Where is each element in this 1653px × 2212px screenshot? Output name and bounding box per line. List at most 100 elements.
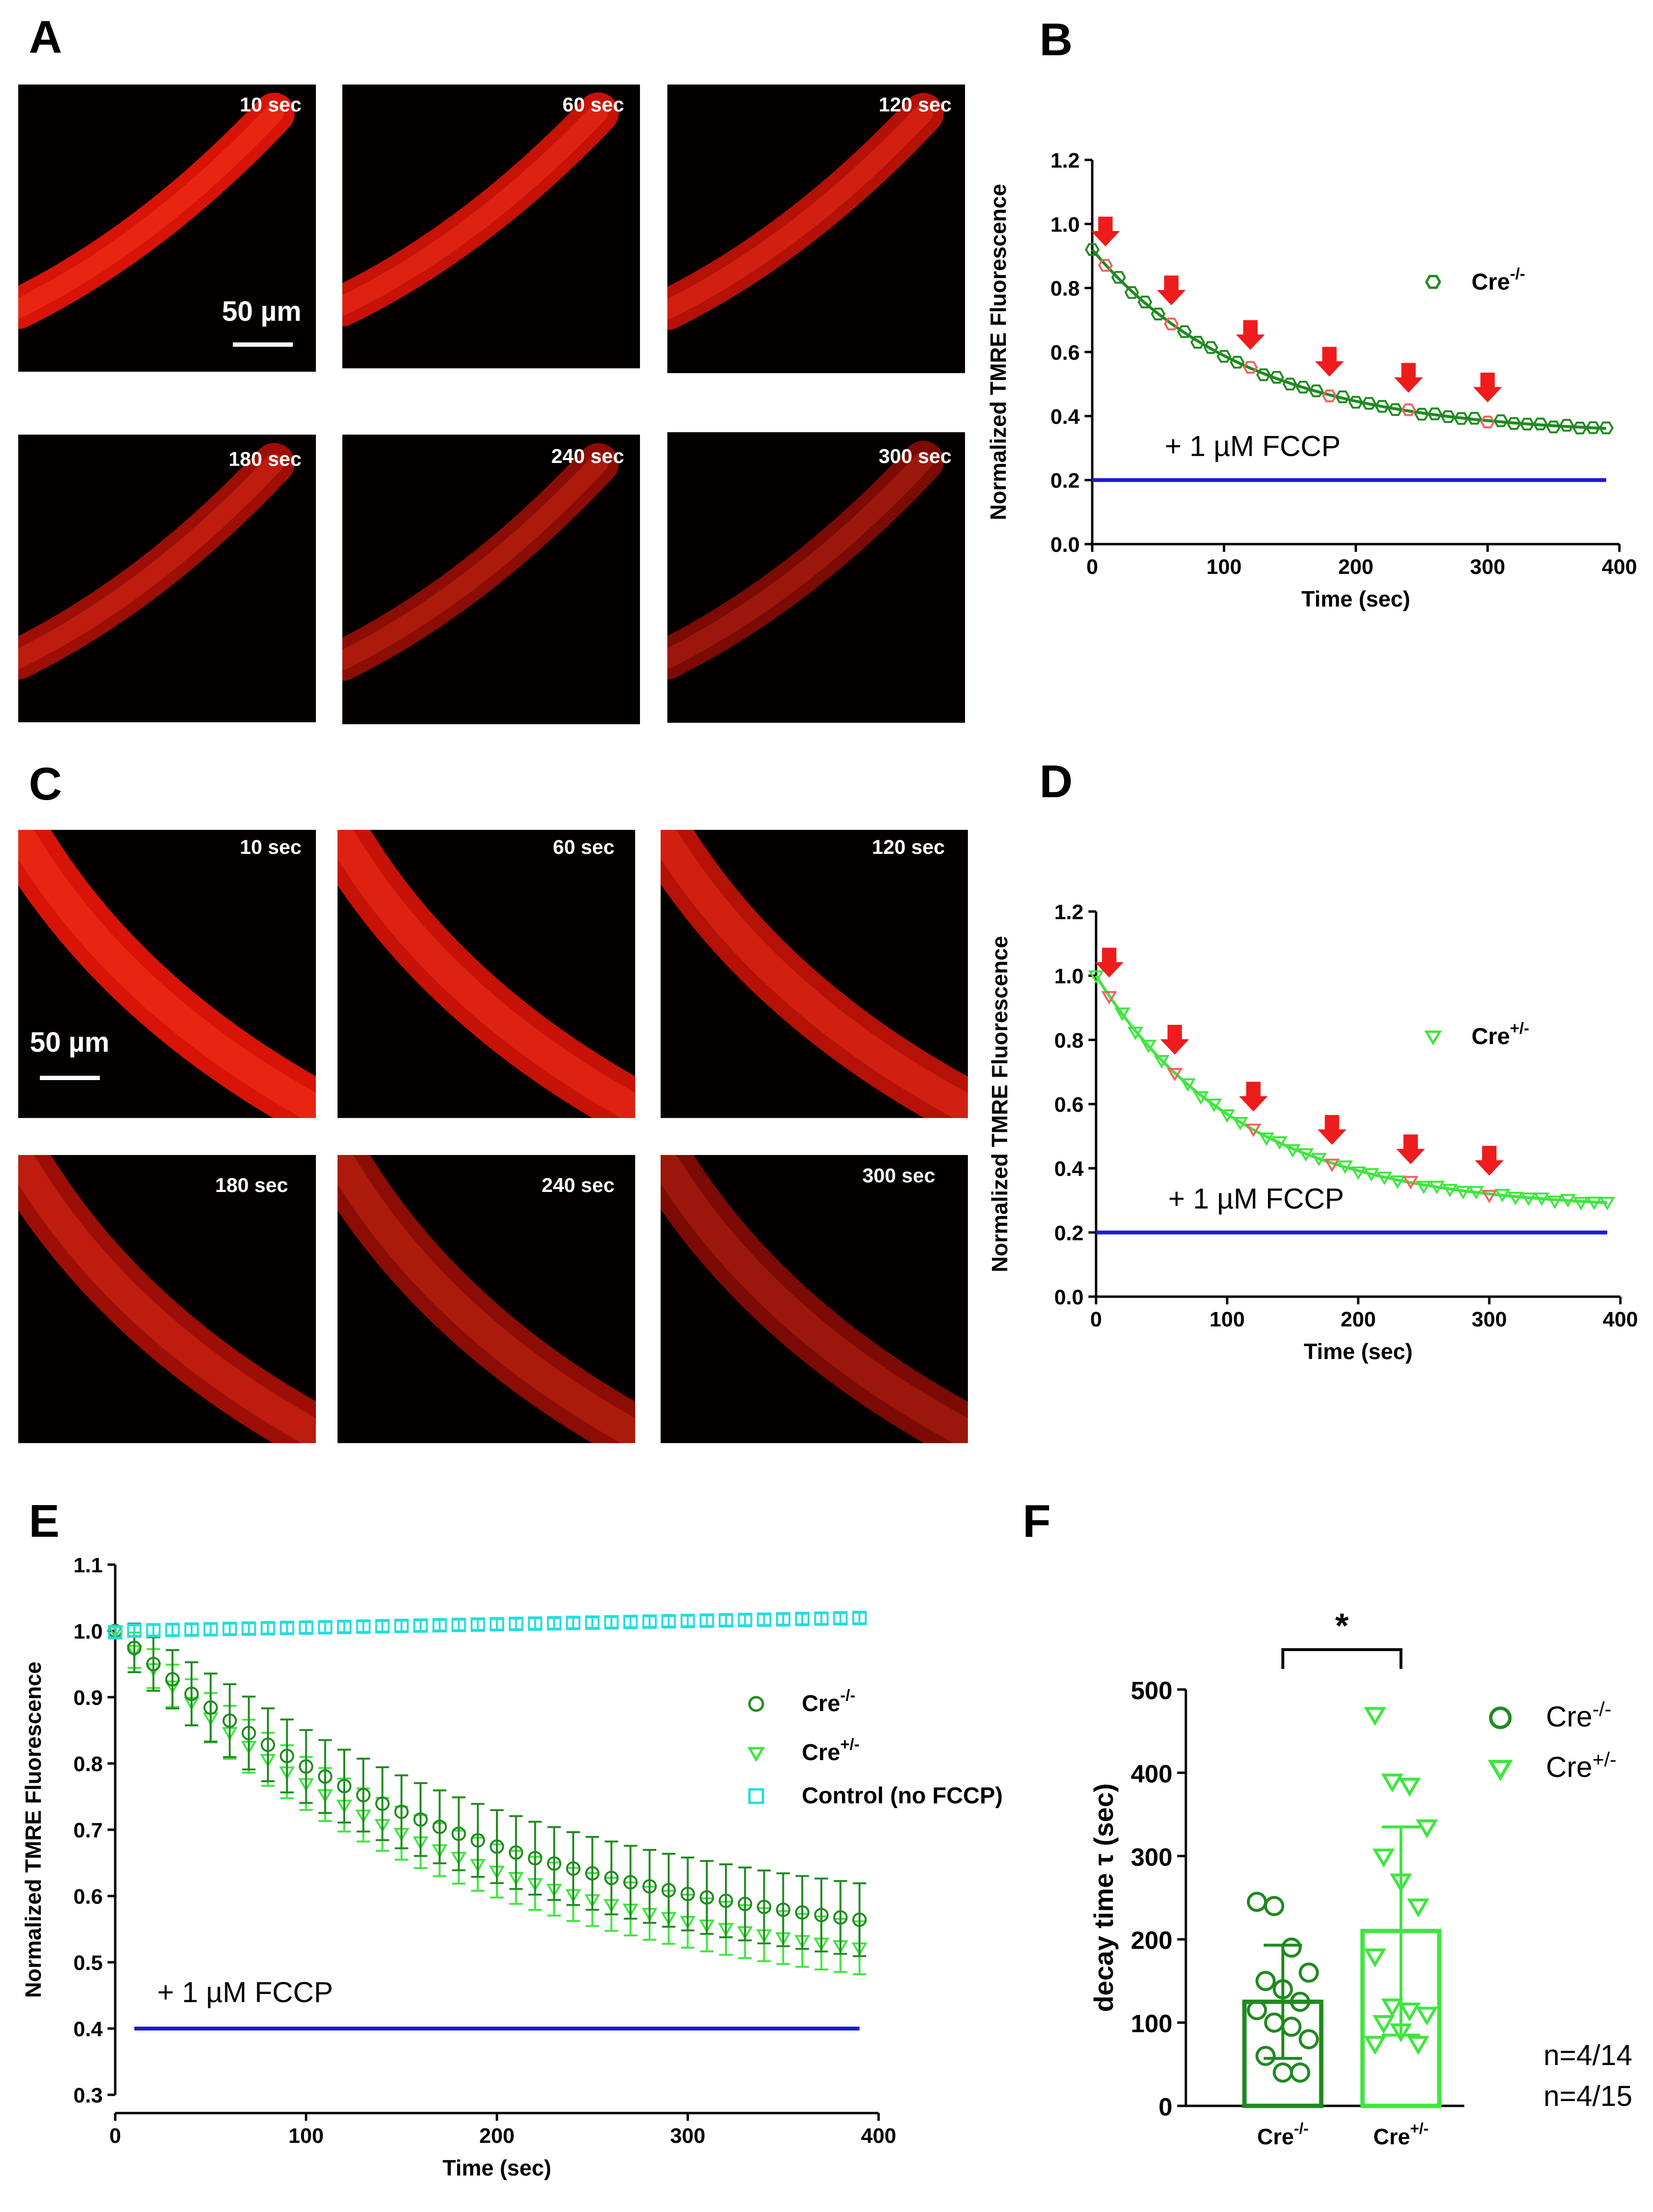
data-point: [490, 1617, 504, 1632]
image-frame: 300 sec: [661, 1155, 968, 1443]
highlight-arrow: [1239, 1082, 1268, 1112]
data-point: [547, 1856, 562, 1871]
data-point: [1309, 384, 1324, 398]
frame-time-label: 300 sec: [879, 445, 952, 467]
data-point: [375, 1796, 390, 1811]
data-point: [1085, 243, 1100, 256]
y-tick-label: 400: [1131, 1760, 1172, 1788]
data-point: [1407, 1898, 1430, 1918]
x-tick-label: 300: [670, 2124, 705, 2148]
data-point: [1363, 1168, 1379, 1182]
data-point: [1547, 1195, 1563, 1209]
myofiber-cell-core: [18, 103, 284, 318]
data-point: [1402, 1176, 1419, 1190]
data-point: [337, 1619, 351, 1634]
data-point: [261, 1621, 275, 1636]
data-point: [1572, 421, 1587, 435]
frame-time-label: 180 sec: [215, 1174, 288, 1196]
data-point: [471, 1617, 485, 1632]
data-point: [1193, 1091, 1209, 1105]
data-point: [1299, 1962, 1319, 1983]
panel-b: B 0.0 0.2 0.4 0.6 0.8 1.0 1.2 0 100 200 300 400 Time…: [986, 14, 1637, 611]
data-point: [757, 1612, 772, 1627]
data-point: [1350, 1166, 1366, 1180]
y-tick-label: 300: [1131, 1844, 1172, 1872]
data-point: [1298, 1148, 1314, 1162]
legend-label: Control (no FCCP): [802, 1783, 1003, 1809]
y-tick-label: 1.0: [1054, 965, 1084, 988]
legend-label: Cre-/-: [1472, 265, 1525, 295]
data-point: [1480, 415, 1495, 428]
data-point: [1372, 2015, 1395, 2034]
data-point: [146, 1656, 161, 1671]
data-point: [1088, 970, 1104, 984]
y-tick-label: 500: [1131, 1677, 1172, 1705]
data-point: [1454, 412, 1469, 425]
data-point: [318, 1769, 333, 1784]
myofiber-cell: [18, 1155, 316, 1443]
data-point: [1507, 417, 1521, 430]
y-tick-label: 0.5: [73, 1951, 103, 1975]
y-tick-label: 0.8: [1050, 277, 1080, 301]
x-tick-label: 300: [1470, 555, 1505, 579]
data-point: [356, 1787, 371, 1802]
x-tick-label: 0: [109, 2124, 121, 2148]
image-frame: 60 sec: [338, 830, 635, 1118]
data-point: [1111, 271, 1126, 284]
data-point: [222, 1713, 237, 1728]
data-point: [203, 1622, 218, 1637]
data-point: [566, 1616, 580, 1630]
legend-label-sup: +/-: [840, 1736, 859, 1753]
data-point: [490, 1839, 504, 1854]
data-point: [814, 1908, 829, 1922]
data-point: [1559, 419, 1574, 432]
panel-f-label: F: [1023, 1495, 1051, 1547]
legend-label: Cre-/-: [802, 1687, 856, 1716]
myofiber-cell-core: [342, 103, 608, 316]
fccp-annotation: + 1 µM FCCP: [1168, 1182, 1344, 1215]
data-point: [1281, 1937, 1302, 1958]
frame-time-label: 60 sec: [563, 93, 624, 116]
data-point: [719, 1613, 733, 1628]
data-point: [776, 1902, 791, 1917]
data-point: [1414, 408, 1429, 421]
data-point: [776, 1612, 791, 1627]
data-point: [1362, 397, 1376, 410]
y-tick-label: 0.0: [1050, 533, 1080, 557]
frame-time-label: 60 sec: [553, 836, 615, 858]
image-frame: 240 sec: [338, 1155, 635, 1443]
data-point: [1389, 1873, 1412, 1893]
y-tick-label: 0.7: [73, 1819, 103, 1842]
significance-bracket: [1281, 1648, 1402, 1669]
data-point: [1180, 1078, 1196, 1092]
legend-marker: [1489, 1706, 1512, 1729]
highlight-arrow: [1160, 1025, 1189, 1055]
data-point: [1243, 361, 1258, 374]
y-tick-label: 0.6: [1054, 1093, 1084, 1117]
y-axis-label: Normalized TMRE Fluorescence: [986, 184, 1011, 520]
data-point: [1442, 1184, 1458, 1198]
image-frame: 120 sec: [661, 830, 968, 1118]
image-frame: 120 sec: [667, 85, 965, 373]
data-point: [184, 1622, 199, 1637]
data-point: [1217, 350, 1231, 363]
frame-time-label: 10 sec: [240, 93, 302, 116]
x-tick-label: 300: [1472, 1308, 1507, 1331]
legend-label-base: Cre: [1472, 269, 1510, 295]
highlight-arrow: [1236, 320, 1265, 350]
data-point: [547, 1616, 562, 1631]
highlight-arrow: [1317, 1115, 1347, 1145]
data-point: [833, 1910, 848, 1925]
significance-star: *: [1335, 1607, 1349, 1645]
data-point: [814, 1611, 829, 1626]
data-point: [1348, 396, 1363, 409]
myofiber-cell-core: [667, 104, 933, 319]
highlight-arrow: [1475, 1146, 1504, 1176]
data-point: [1281, 2017, 1302, 2037]
frame-time-label: 240 sec: [542, 1174, 615, 1196]
x-axis-label: Time (sec): [443, 2155, 552, 2180]
data-point: [852, 1912, 867, 1927]
data-point: [1140, 1040, 1157, 1054]
data-point: [642, 1614, 657, 1629]
